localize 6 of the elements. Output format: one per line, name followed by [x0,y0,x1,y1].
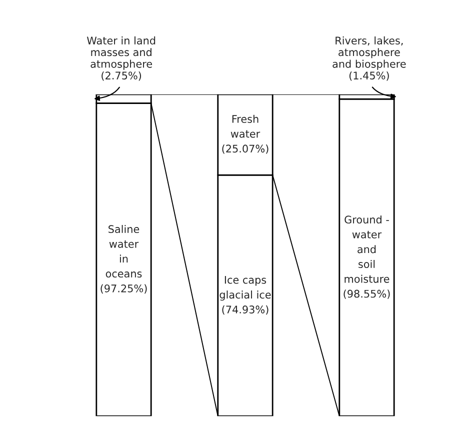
data-label: Saline water in oceans (97.25%) [100,224,147,294]
data-label: Ice caps glacial ice (74.93%) [220,276,271,315]
data-label: Fresh water (25.07%) [222,114,268,154]
data-label: Rivers, lakes, atmosphere and biosphere (1.45%) [332,36,406,81]
data-label: Ground - water and soil moisture (98.55%) [344,215,390,299]
data-label: Water in land masses and atmosphere (2.75%) [86,36,156,81]
